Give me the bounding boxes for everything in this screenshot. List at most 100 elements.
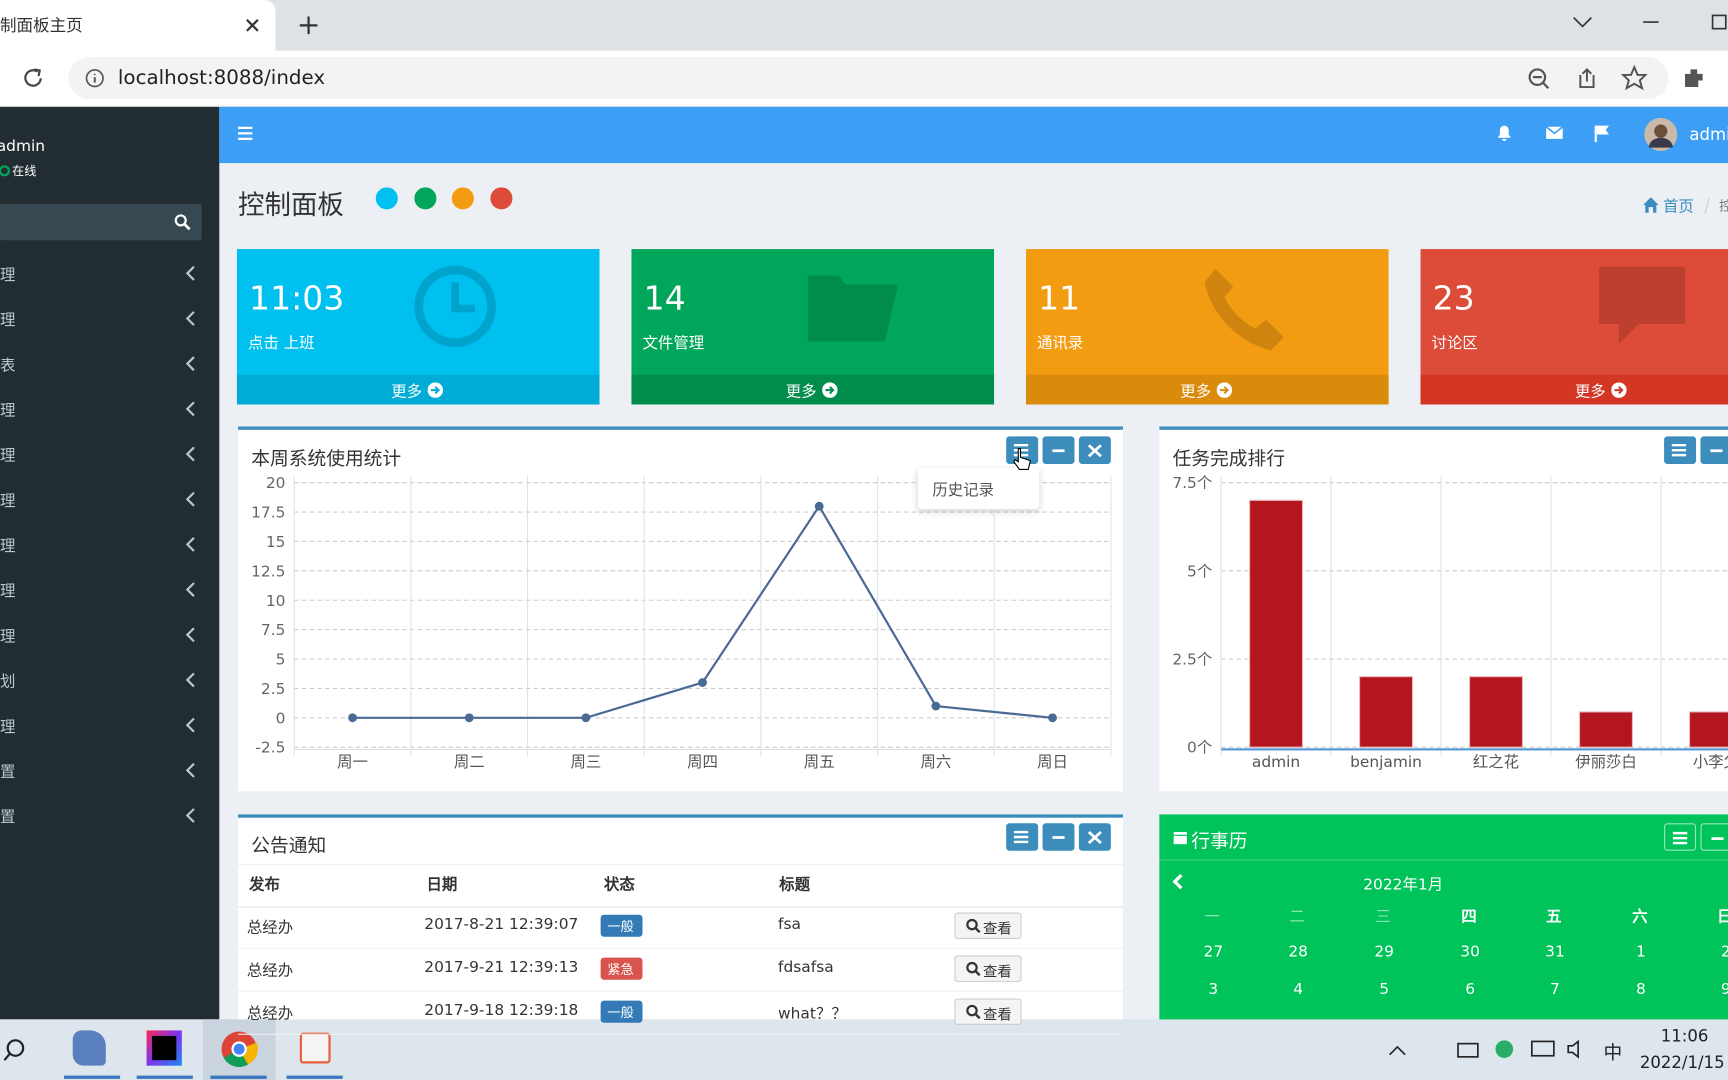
- menu-item[interactable]: 划: [0, 673, 16, 691]
- calendar-day[interactable]: 5: [1379, 980, 1390, 999]
- menu-item[interactable]: 置: [0, 763, 16, 782]
- view-button[interactable]: 查看: [954, 998, 1022, 1025]
- theme-dots[interactable]: [374, 185, 517, 211]
- cell-date: 2017-8-21 12:39:07: [424, 915, 579, 934]
- box-tool-button[interactable]: [1042, 823, 1075, 851]
- card-icon: [807, 275, 899, 342]
- nav-icons[interactable]: [1494, 122, 1615, 144]
- calendar-day[interactable]: 1: [1636, 943, 1646, 961]
- sidebar-status: 在线: [12, 164, 37, 179]
- menu-item[interactable]: 理: [0, 492, 16, 511]
- calendar-day[interactable]: 6: [1465, 980, 1476, 999]
- prev-month[interactable]: [1170, 873, 1185, 891]
- calendar-day[interactable]: 31: [1545, 943, 1565, 961]
- box-tool-button[interactable]: [1078, 436, 1111, 464]
- weekday: 六: [1632, 908, 1648, 926]
- box-tool-button[interactable]: [1078, 823, 1111, 851]
- stat-card[interactable]: 11:03 点击 上班 更多: [236, 249, 600, 405]
- view-label[interactable]: 查看: [983, 964, 1012, 981]
- calendar-day[interactable]: 29: [1374, 943, 1394, 961]
- box-tool-button[interactable]: [1700, 436, 1728, 464]
- app-indicator: [136, 1075, 193, 1079]
- menu-item[interactable]: 理: [0, 537, 16, 556]
- avatar[interactable]: [1644, 117, 1678, 151]
- menu-item[interactable]: 理: [0, 266, 16, 285]
- menu-item[interactable]: 理: [0, 628, 16, 646]
- box-tool-button[interactable]: [1664, 823, 1697, 851]
- calendar-day[interactable]: 3: [1208, 980, 1219, 999]
- card-more[interactable]: 更多: [1180, 383, 1212, 402]
- box-tool-button[interactable]: [1042, 436, 1075, 464]
- clock-date[interactable]: 2022/1/15: [1639, 1052, 1725, 1073]
- tab-close[interactable]: [245, 18, 260, 33]
- calendar-day[interactable]: 8: [1636, 980, 1646, 999]
- active-tab[interactable]: 制面板主页: [0, 0, 276, 51]
- top-nav: admin: [219, 106, 1728, 164]
- site-info[interactable]: [85, 68, 105, 88]
- box-tool-button[interactable]: [1006, 823, 1039, 851]
- page-title: 控制面板: [238, 189, 344, 221]
- menu-item[interactable]: 理: [0, 718, 16, 737]
- app-slides[interactable]: [299, 1032, 331, 1064]
- app-indicator: [210, 1075, 267, 1079]
- calendar-day[interactable]: 9: [1709, 981, 1728, 999]
- menu-item[interactable]: 理: [0, 402, 16, 420]
- menu-item[interactable]: 理: [0, 447, 16, 466]
- view-label[interactable]: 查看: [983, 1007, 1012, 1024]
- dropdown-item[interactable]: 历史记录: [932, 481, 995, 500]
- new-tab[interactable]: [299, 15, 319, 35]
- box-title: 公告通知: [251, 835, 327, 858]
- box-tool-button[interactable]: [1700, 823, 1728, 851]
- card-footer[interactable]: 更多: [1420, 374, 1728, 405]
- card-footer[interactable]: 更多: [631, 374, 995, 405]
- calendar-day[interactable]: 2: [1709, 943, 1728, 961]
- reload[interactable]: [20, 65, 46, 91]
- card-more[interactable]: 更多: [1574, 383, 1606, 402]
- menu-item[interactable]: 理: [0, 582, 16, 601]
- extensions[interactable]: [1682, 65, 1708, 91]
- stat-card[interactable]: 11 通讯录 更多: [1025, 249, 1389, 405]
- tray-icons[interactable]: [1383, 1033, 1603, 1066]
- breadcrumb-home[interactable]: 首页: [1662, 198, 1694, 216]
- table-header: 状态: [603, 876, 635, 894]
- menu-toggle[interactable]: [237, 126, 255, 141]
- menu-chevron: [185, 311, 195, 326]
- menu-chevron: [185, 808, 195, 823]
- sidebar-search[interactable]: [0, 203, 202, 241]
- header-user[interactable]: admin: [1689, 124, 1728, 145]
- cell-publisher: 总经办: [246, 962, 294, 980]
- card-footer[interactable]: 更多: [1025, 374, 1389, 405]
- card-more[interactable]: 更多: [391, 383, 423, 402]
- card-more[interactable]: 更多: [785, 383, 817, 402]
- weekday: 四: [1461, 908, 1477, 926]
- menu-item[interactable]: 理: [0, 311, 16, 330]
- clock-time[interactable]: 11:06: [1660, 1025, 1709, 1046]
- stat-card[interactable]: 14 文件管理 更多: [631, 249, 995, 405]
- app-chrome[interactable]: [220, 1030, 258, 1067]
- app-idea[interactable]: [146, 1030, 182, 1066]
- card-footer[interactable]: 更多: [236, 374, 600, 405]
- calendar-day[interactable]: 28: [1288, 943, 1309, 961]
- table-rule: [238, 947, 1123, 949]
- calendar-day[interactable]: 30: [1460, 943, 1480, 961]
- tool-icon: [1013, 830, 1029, 844]
- menu-chevron: [185, 627, 195, 643]
- app-dolphin[interactable]: [72, 1030, 106, 1066]
- search-icon[interactable]: [174, 214, 192, 232]
- view-button[interactable]: 查看: [954, 955, 1022, 982]
- stat-card[interactable]: 23 讨论区 更多: [1420, 249, 1728, 405]
- url-field[interactable]: localhost:8088/index: [68, 57, 1669, 100]
- calendar-day[interactable]: 4: [1293, 980, 1304, 999]
- menu-item[interactable]: 置: [0, 808, 16, 827]
- menu-chevron: [185, 717, 195, 733]
- search-button[interactable]: [2, 1037, 28, 1063]
- box-tool-button[interactable]: [1664, 436, 1697, 464]
- tool-icon: [1087, 444, 1102, 458]
- view-label[interactable]: 查看: [983, 921, 1012, 938]
- calendar-day[interactable]: 7: [1550, 980, 1560, 999]
- menu-item[interactable]: 表: [0, 357, 16, 375]
- tool-icon: [1087, 831, 1102, 845]
- view-button[interactable]: 查看: [954, 912, 1022, 939]
- calendar-day[interactable]: 27: [1203, 943, 1224, 961]
- ime[interactable]: 中: [1603, 1042, 1623, 1065]
